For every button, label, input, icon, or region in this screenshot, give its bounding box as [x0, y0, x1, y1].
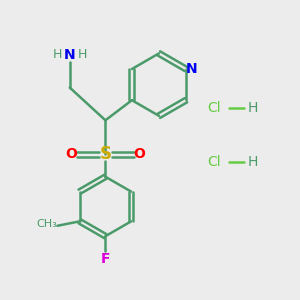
Text: H: H: [248, 101, 258, 116]
Text: N: N: [64, 48, 76, 62]
Text: Cl: Cl: [207, 101, 221, 116]
Text: S: S: [99, 146, 111, 164]
Text: F: F: [101, 252, 110, 266]
Text: H: H: [248, 155, 258, 169]
Text: H: H: [52, 48, 62, 62]
Text: N: N: [185, 62, 197, 76]
Text: Cl: Cl: [207, 155, 221, 169]
Text: CH₃: CH₃: [37, 219, 57, 229]
Text: H: H: [77, 48, 87, 62]
Text: O: O: [65, 148, 77, 161]
Text: O: O: [134, 148, 146, 161]
